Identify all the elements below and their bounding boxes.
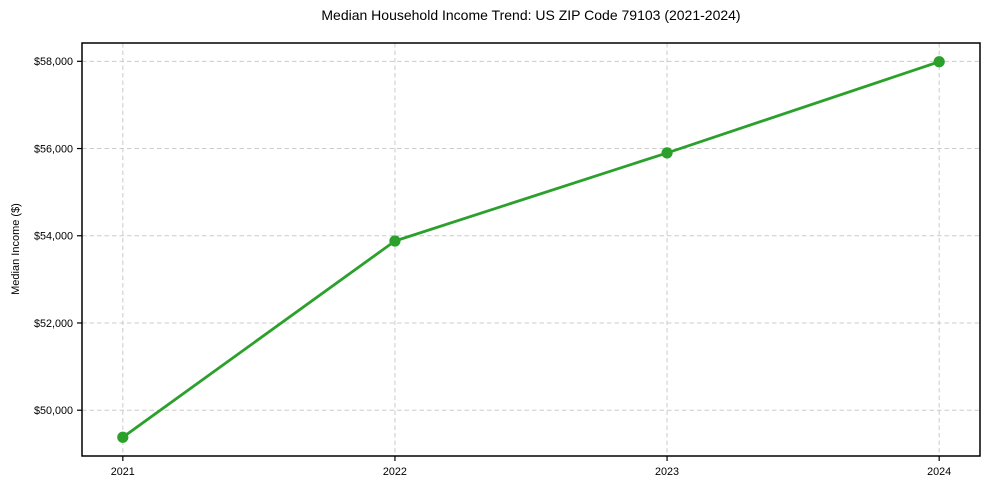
x-tick-label: 2023 (655, 466, 679, 478)
y-tick-label: $58,000 (34, 56, 73, 68)
x-tick-label: 2022 (383, 466, 407, 478)
y-tick-label: $56,000 (34, 143, 73, 155)
y-tick-label: $50,000 (34, 405, 73, 417)
y-tick-label: $52,000 (34, 318, 73, 330)
trend-line (121, 60, 941, 439)
data-point-marker (661, 147, 673, 159)
chart-title: Median Household Income Trend: US ZIP Co… (321, 7, 741, 23)
y-tick-label: $54,000 (34, 231, 73, 243)
data-point-marker (117, 431, 129, 443)
x-tick-label: 2021 (111, 466, 135, 478)
data-point-marker (933, 56, 945, 68)
data-point-marker (389, 235, 401, 247)
x-tick-label: 2024 (927, 466, 951, 478)
plot-border (81, 42, 981, 457)
